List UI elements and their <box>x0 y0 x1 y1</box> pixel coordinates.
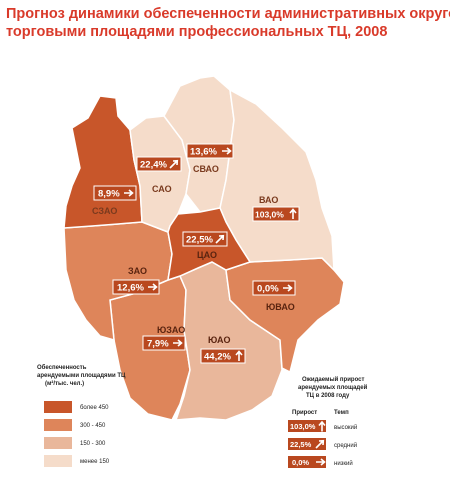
value-box-svao: 13,6% <box>186 143 234 159</box>
legend-growth-title-line2: арендуемых площадей <box>298 384 368 391</box>
legend-growth-label-low: низкий <box>334 460 353 467</box>
district-label-szao: СЗАО <box>92 206 117 216</box>
legend-swatch-more-450 <box>44 401 72 413</box>
value-text-uao: 44,2% <box>204 352 231 363</box>
value-text-uzao: 7,9% <box>147 339 169 350</box>
legend-swatch-150-300 <box>44 437 72 449</box>
legend-growth-title-line3: ТЦ в 2008 году <box>306 393 350 399</box>
legend-swatch-300-450 <box>44 419 72 431</box>
legend-growth-item-low: 0,0% низкий <box>288 456 353 468</box>
value-text-sao: 22,4% <box>140 160 167 171</box>
legend-growth-value-medium: 22,5% <box>290 440 312 449</box>
district-label-uao: ЮАО <box>208 335 230 345</box>
legend-growth-label-high: высокий <box>334 424 357 431</box>
legend-label-300-450: 300 - 450 <box>80 423 106 429</box>
legend-growth-value-low: 0,0% <box>292 458 309 467</box>
district-label-uvao: ЮВАО <box>266 302 295 312</box>
district-label-uzao: ЮЗАО <box>157 325 185 335</box>
district-label-vao: ВАО <box>259 195 278 205</box>
value-box-zao: 12,6% <box>112 279 160 295</box>
legend-growth: Ожидаемый прирост арендуемых площадей ТЦ… <box>288 376 368 468</box>
districts-layer <box>63 75 345 421</box>
legend-provision-title-line3: (м²/тыс. чел.) <box>45 380 84 387</box>
value-box-uzao: 7,9% <box>142 335 186 351</box>
legend-provision-title-line1: Обеспеченность <box>37 364 87 371</box>
value-text-vao: 103,0% <box>255 210 284 220</box>
legend-label-less-150: менее 150 <box>80 459 110 465</box>
value-box-cao: 22,5% <box>182 231 228 247</box>
value-text-zao: 12,6% <box>117 283 144 294</box>
value-boxes: 22,4% 13,6% 103,0% 8,9% 22,5% <box>93 143 300 364</box>
value-text-szao: 8,9% <box>98 189 120 200</box>
value-box-uao: 44,2% <box>200 348 246 364</box>
legend-provision-title-line2: арендуемыми площадями ТЦ <box>37 373 126 379</box>
legend-growth-col2: Темп <box>334 410 349 416</box>
legend-growth-item-high: 103,0% высокий <box>288 420 357 433</box>
value-box-szao: 8,9% <box>93 185 137 201</box>
map-title-line2: торговыми площадями профессиональных ТЦ,… <box>6 24 388 40</box>
district-vao[interactable] <box>219 88 335 272</box>
legend-swatch-less-150 <box>44 455 72 467</box>
value-box-uvao: 0,0% <box>252 280 296 296</box>
district-label-cao: ЦАО <box>197 250 217 260</box>
value-text-uvao: 0,0% <box>257 284 279 295</box>
legend-growth-col1: Прирост <box>292 410 317 416</box>
legend-growth-value-high: 103,0% <box>290 422 316 431</box>
legend-growth-item-medium: 22,5% средний <box>288 438 357 450</box>
legend-growth-label-medium: средний <box>334 442 357 449</box>
legend-label-more-450: более 450 <box>80 405 109 411</box>
map-title-line1: Прогноз динамики обеспеченности админист… <box>6 6 450 22</box>
value-text-svao: 13,6% <box>190 147 217 158</box>
map-title: Прогноз динамики обеспеченности админист… <box>6 5 450 41</box>
district-label-sao: САО <box>152 184 172 194</box>
value-text-cao: 22,5% <box>186 235 213 246</box>
value-box-sao: 22,4% <box>136 156 182 172</box>
district-label-svao: СВАО <box>193 164 219 174</box>
district-name-labels: САО СВАО ВАО СЗАО ЦАО ЗАО ЮВАО ЮЗАО ЮАО <box>92 164 295 345</box>
legend-growth-title-line1: Ожидаемый прирост <box>302 376 364 383</box>
legend-provision: Обеспеченность арендуемыми площадями ТЦ … <box>37 364 126 467</box>
legend-label-150-300: 150 - 300 <box>80 441 106 447</box>
value-box-vao: 103,0% <box>252 206 300 222</box>
district-label-zao: ЗАО <box>128 266 147 276</box>
